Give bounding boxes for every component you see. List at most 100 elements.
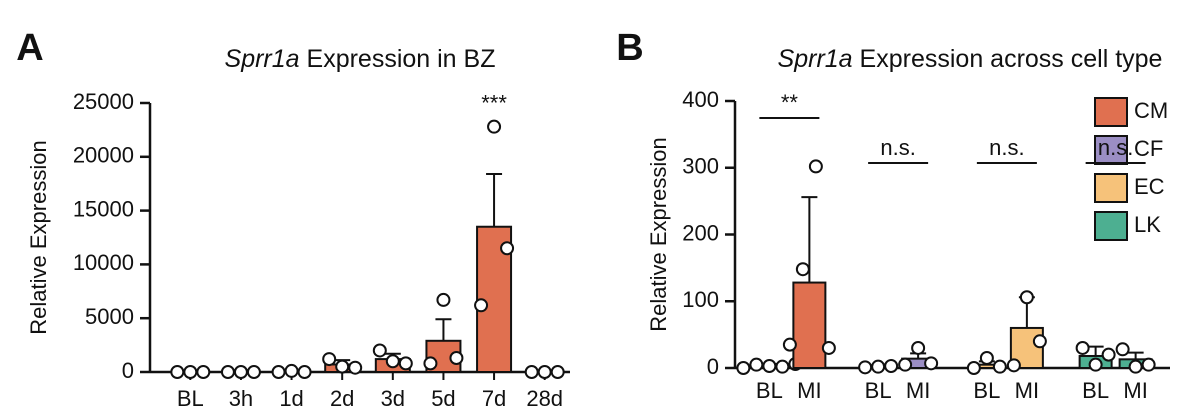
data-point [871,359,886,374]
y-tick-label: 5000 [85,304,134,329]
x-tick-label: 7d [482,386,506,411]
x-tick-label: 3d [381,386,405,411]
legend-swatch [1094,211,1128,241]
x-tick-label: 1d [279,386,303,411]
significance: ** [781,90,799,115]
data-point [749,357,764,372]
data-point [183,365,198,379]
data-point [898,357,913,372]
data-point [233,365,248,379]
data-point [335,359,350,374]
title-text: Expression across cell type [860,45,1163,73]
data-point [170,365,185,379]
x-tick-label: MI [1015,378,1039,403]
data-point [524,365,539,379]
y-axis-label: Relative Expression [26,140,51,334]
y-tick-label: 400 [682,87,719,112]
data-point [500,241,515,256]
data-point [858,360,873,375]
panel-label: A [16,27,43,69]
error-bar [486,173,503,227]
x-tick-label: MI [1123,378,1147,403]
data-point [1128,359,1143,374]
data-point [487,119,502,134]
data-point [924,356,939,371]
y-tick-label: 20000 [73,143,134,168]
y-tick-label: 100 [682,287,719,312]
data-point [1019,290,1034,305]
data-point [979,350,994,365]
data-point [550,365,565,379]
data-point [911,340,926,355]
error-bar [1087,345,1104,356]
legend-label: EC [1134,174,1165,199]
bar [792,281,827,369]
data-point [423,356,438,371]
x-tick-label: 28d [526,386,563,411]
y-tick-label: 300 [682,154,719,179]
data-point [537,365,552,379]
error-bar [1127,351,1144,360]
x-tick-label: 5d [431,386,455,411]
y-tick-label: 15000 [73,196,134,221]
y-axis-label: Relative Expression [646,137,671,331]
title-italic: Sprr1a [778,45,853,73]
data-point [246,365,261,379]
y-tick-label: 0 [122,358,134,383]
y-tick-label: 10000 [73,250,134,275]
legend-swatch [1094,173,1128,203]
data-point [1032,334,1047,349]
x-tick-label: 3h [229,386,253,411]
data-point [271,365,286,379]
x-tick-label: BL [973,378,1000,403]
title-italic: Sprr1a [225,45,300,73]
data-point [775,359,790,374]
significance: n.s. [989,135,1024,160]
data-point [736,361,751,375]
y-tick-label: 25000 [73,89,134,114]
data-point [762,358,777,373]
data-point [372,343,387,358]
x-tick-label: MI [906,378,930,403]
legend-label: CM [1134,98,1168,123]
legend-swatch [1094,97,1128,127]
significance: n.s. [1098,135,1133,160]
data-point [795,262,810,277]
data-point [1115,342,1130,357]
data-point [385,354,400,369]
data-point [220,365,235,379]
panel-label: B [616,27,643,69]
y-tick-label: 0 [707,354,719,379]
data-point [1006,358,1021,373]
data-point [196,365,211,379]
error-bar [435,318,452,341]
legend-label: LK [1134,212,1161,237]
data-point [1075,340,1090,355]
title-text: Expression in BZ [307,45,496,73]
x-tick-label: 2d [330,386,354,411]
data-point [348,360,363,375]
data-point [966,361,981,375]
data-point [297,365,312,379]
data-point [449,351,464,366]
x-tick-label: MI [797,378,821,403]
data-point [782,337,797,352]
chart-title: Sprr1a Expression in BZ [225,45,496,73]
chart-title: Sprr1a Expression across cell type [778,45,1163,73]
data-point [1088,357,1103,372]
y-tick-label: 200 [682,220,719,245]
data-point [884,358,899,373]
data-point [1101,347,1116,362]
data-point [474,298,489,313]
data-point [992,359,1007,374]
data-point [821,340,836,355]
data-point [284,363,299,378]
data-point [398,356,413,371]
data-point [436,292,451,307]
legend-label: CF [1134,136,1163,161]
significance: n.s. [880,135,915,160]
x-tick-label: BL [865,378,892,403]
x-tick-label: BL [177,386,204,411]
